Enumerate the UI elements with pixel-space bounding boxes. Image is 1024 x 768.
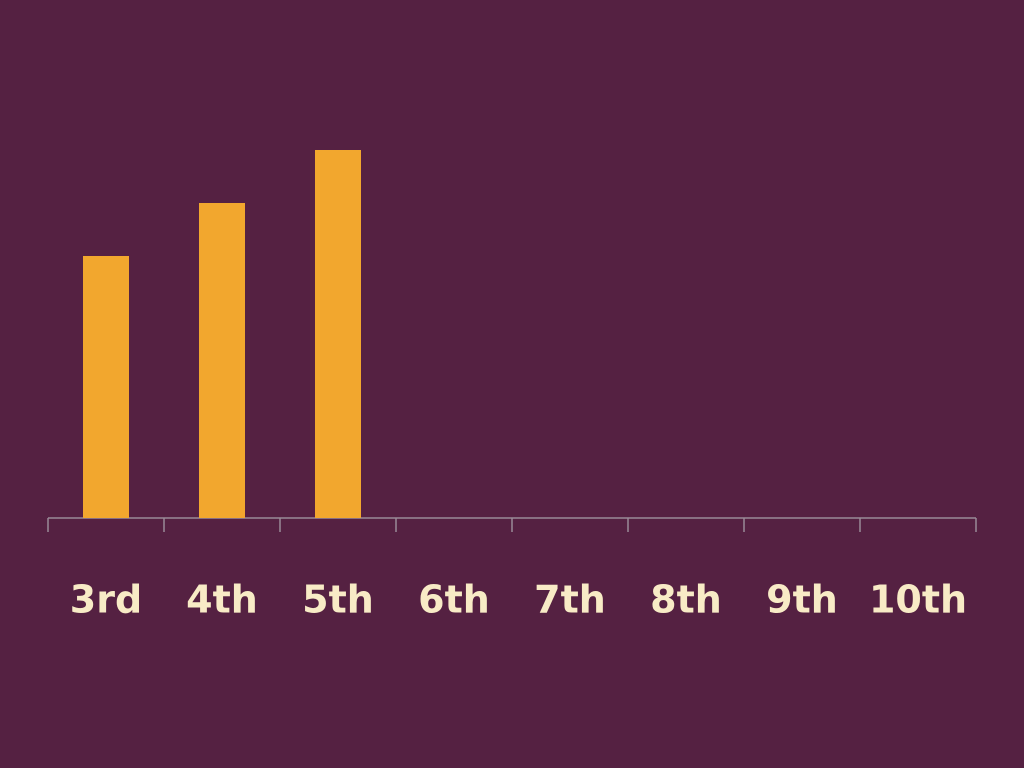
x-tick-label: 10th — [869, 578, 967, 622]
x-tick-label: 7th — [534, 578, 606, 622]
bar — [83, 256, 129, 518]
x-tick-label: 8th — [650, 578, 722, 622]
bar — [199, 203, 245, 518]
x-tick-label: 6th — [418, 578, 490, 622]
x-tick-label: 3rd — [70, 578, 142, 622]
x-tick-label: 5th — [302, 578, 374, 622]
bar — [315, 150, 361, 518]
x-tick-label: 9th — [766, 578, 838, 622]
x-tick-label: 4th — [186, 578, 258, 622]
